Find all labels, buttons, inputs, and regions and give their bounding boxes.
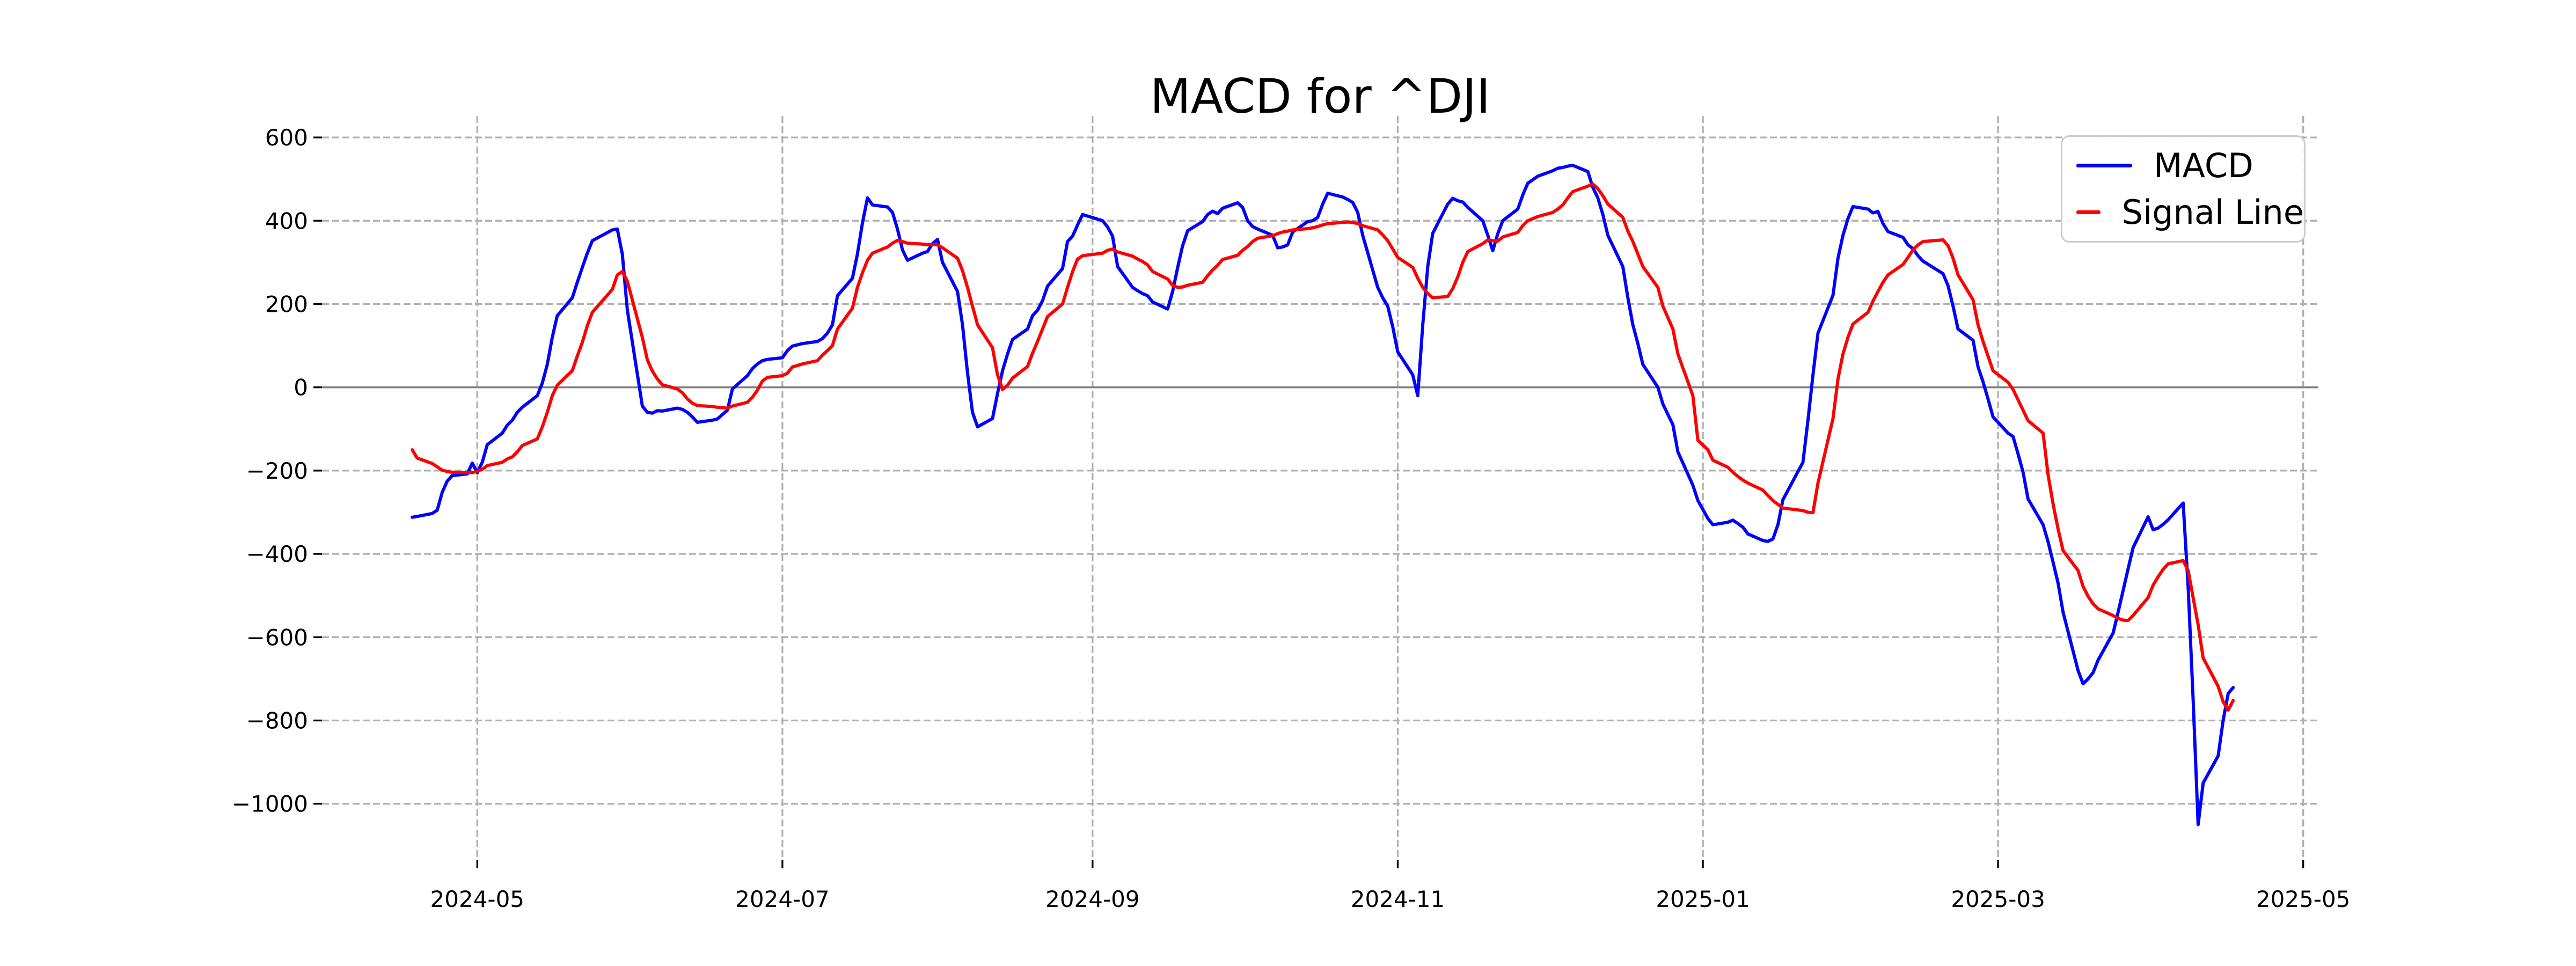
signal-line-swatch bbox=[2076, 210, 2101, 214]
x-tick-label: 2024-07 bbox=[735, 886, 830, 912]
y-tick-label: 200 bbox=[265, 291, 308, 318]
legend-label-macd: MACD bbox=[2154, 146, 2253, 185]
x-tick-label: 2025-01 bbox=[1656, 886, 1750, 912]
y-tick-label: −600 bbox=[246, 624, 308, 650]
y-tick-label: −200 bbox=[246, 458, 308, 484]
legend-item-macd: MACD bbox=[2062, 146, 2304, 185]
legend-label-signal: Signal Line bbox=[2121, 193, 2304, 232]
y-tick-label: 600 bbox=[265, 125, 308, 151]
y-tick-label: −1000 bbox=[232, 791, 308, 817]
macd-line bbox=[411, 164, 2235, 826]
legend-item-signal: Signal Line bbox=[2062, 193, 2304, 232]
y-tick-label: 400 bbox=[265, 208, 308, 234]
macd-line-swatch bbox=[2076, 164, 2132, 167]
x-tick-label: 2024-05 bbox=[430, 886, 525, 912]
legend-box: MACD Signal Line bbox=[2061, 135, 2306, 243]
x-tick-label: 2025-05 bbox=[2256, 886, 2351, 912]
y-tick-label: −400 bbox=[246, 541, 308, 567]
x-tick-label: 2024-11 bbox=[1351, 886, 1445, 912]
x-tick-label: 2025-03 bbox=[1951, 886, 2045, 912]
y-tick-label: 0 bbox=[294, 375, 308, 401]
x-tick-label: 2024-09 bbox=[1045, 886, 1140, 912]
signal-line bbox=[411, 182, 2235, 712]
y-tick-label: −800 bbox=[246, 708, 308, 734]
chart-title: MACD for ^DJI bbox=[1150, 69, 1491, 124]
